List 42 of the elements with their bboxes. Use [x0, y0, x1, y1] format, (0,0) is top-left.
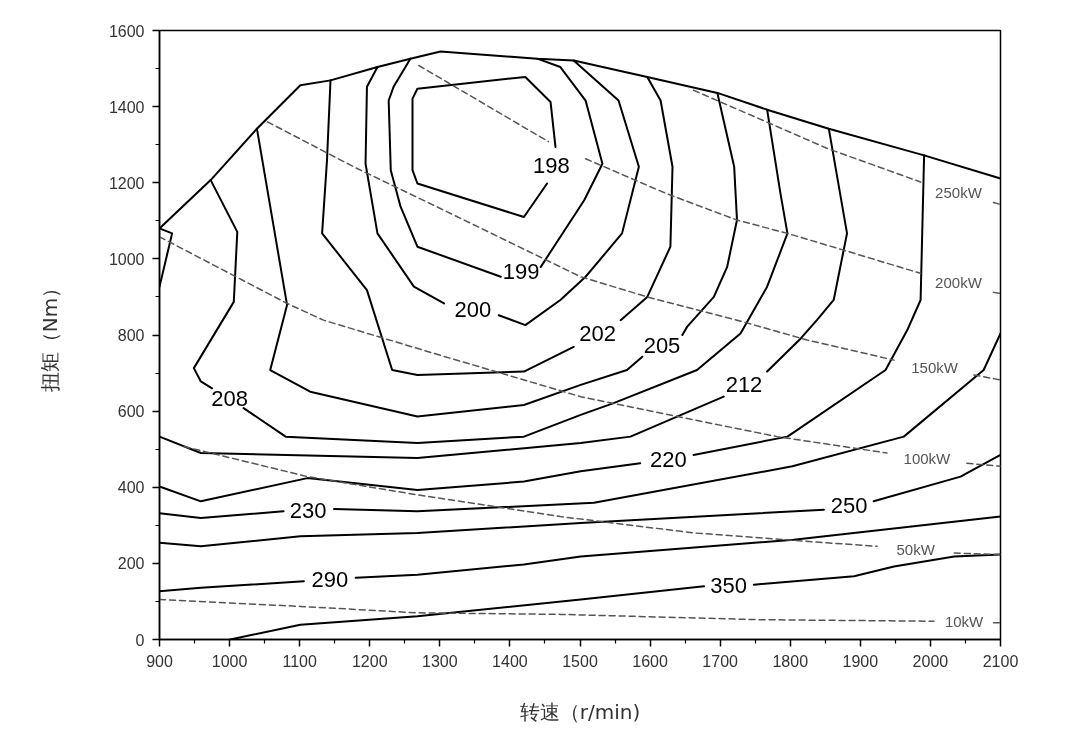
y-tick-label: 1200	[108, 174, 145, 192]
x-tick-label: 1200	[351, 652, 388, 670]
x-axis-title: 转速（r/min)	[519, 699, 641, 724]
x-tick-label: 900	[146, 652, 173, 670]
series-label: 290	[311, 567, 349, 593]
series-label: 10kW	[944, 613, 985, 631]
series-label: 202	[579, 320, 616, 346]
series-label: 50kW	[896, 541, 936, 559]
y-tick-label: 1400	[108, 98, 145, 116]
series-label: 250kW	[935, 183, 983, 201]
x-tick-label: 1400	[492, 652, 528, 670]
series-label: 199	[502, 259, 540, 285]
series-label: 150kW	[911, 359, 959, 377]
y-tick-label: 200	[117, 555, 145, 573]
x-tick-label: 2000	[912, 652, 949, 670]
x-tick-label: 1100	[282, 652, 317, 670]
x-tick-label: 1800	[772, 652, 809, 670]
x-tick-label: 1600	[632, 652, 668, 670]
series-label: 100kW	[903, 449, 952, 467]
series-label: 200	[454, 296, 492, 322]
series-label: 220	[649, 446, 687, 472]
x-tick-label: 2100	[982, 652, 1019, 670]
y-tick-label: 0	[135, 631, 145, 649]
y-tick-label: 800	[117, 327, 145, 344]
y-tick-label: 400	[117, 479, 145, 497]
x-tick-label: 1300	[422, 652, 458, 670]
series-label: 350	[710, 572, 747, 598]
y-tick-label: 1600	[108, 22, 145, 40]
x-tick-label: 1900	[842, 652, 879, 670]
y-axis-title: 扭矩（Nm）	[37, 277, 62, 393]
series-label: 230	[289, 497, 327, 523]
y-tick-label: 1000	[108, 250, 145, 268]
x-tick-label: 1500	[562, 652, 598, 670]
series-label: 250	[830, 493, 868, 519]
x-tick-label: 1000	[211, 652, 248, 670]
x-tick-label: 1700	[702, 652, 739, 670]
series-label: 200kW	[935, 274, 983, 292]
series-label: 205	[643, 333, 681, 359]
series-label: 208	[211, 385, 248, 411]
y-tick-label: 600	[117, 403, 145, 421]
series-label: 198	[532, 152, 570, 178]
series-label: 212	[725, 371, 763, 397]
